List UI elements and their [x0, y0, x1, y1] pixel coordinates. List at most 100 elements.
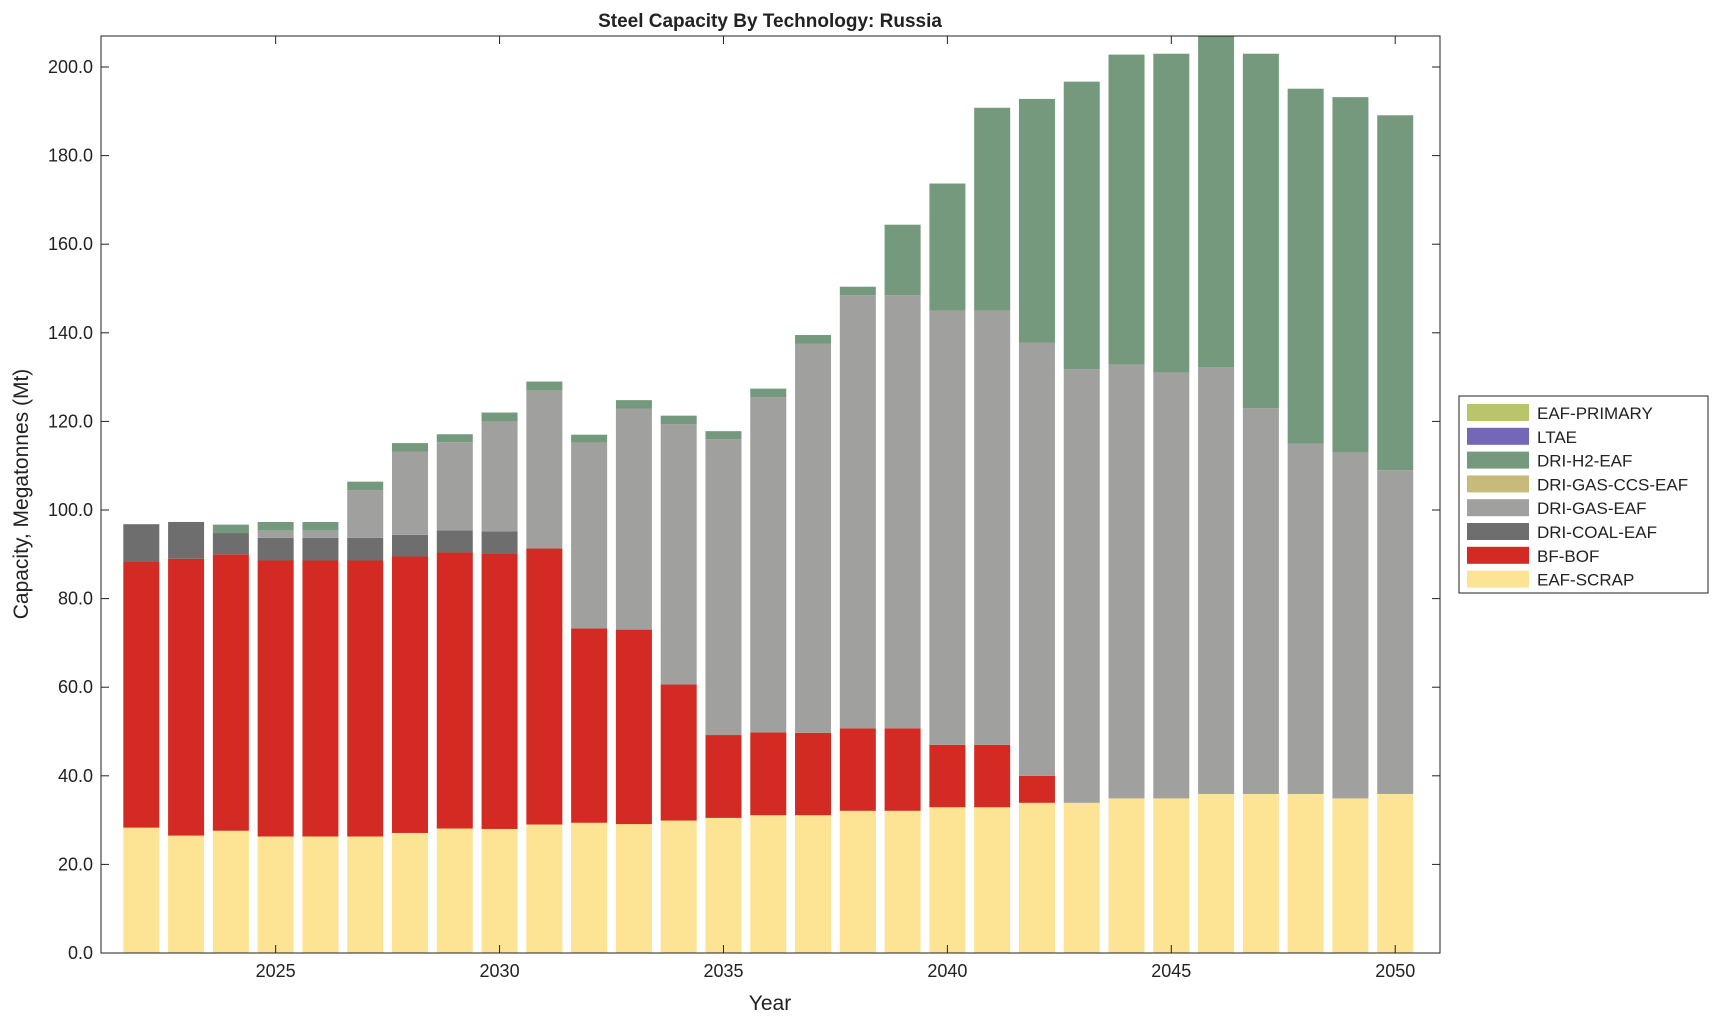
bar-eaf-scrap-2041	[974, 807, 1011, 953]
legend-swatch-eaf-primary	[1467, 404, 1529, 421]
bar-eaf-scrap-2036	[750, 815, 787, 953]
legend-swatch-dri-gas-ccs-eaf	[1467, 475, 1529, 493]
bar-dri-coal-eaf-2025	[257, 537, 294, 561]
x-tick-label: 2035	[703, 961, 743, 981]
legend-label-eaf-primary: EAF-PRIMARY	[1537, 404, 1653, 423]
bar-dri-h2-eaf-2038	[839, 286, 876, 296]
y-tick-label: 40.0	[58, 766, 93, 786]
legend-swatch-bf-bof	[1467, 546, 1529, 564]
plot-frame	[100, 35, 1441, 954]
bar-dri-gas-eaf-2041	[974, 310, 1011, 745]
bar-dri-h2-eaf-2031	[526, 381, 563, 391]
bar-dri-gas-eaf-2026	[302, 530, 339, 538]
bar-eaf-scrap-2046	[1198, 793, 1235, 953]
bar-dri-coal-eaf-2023	[168, 521, 205, 559]
bar-dri-coal-eaf-2028	[392, 534, 428, 557]
bar-dri-gas-eaf-2050	[1377, 470, 1414, 794]
legend-swatch-eaf-scrap	[1467, 570, 1529, 588]
y-tick-label: 120.0	[48, 411, 93, 431]
y-tick-label: 0.0	[68, 943, 93, 963]
bar-dri-h2-eaf-2046	[1198, 36, 1235, 368]
bar-eaf-scrap-2025	[257, 836, 294, 953]
bar-bf-bof-2037	[795, 732, 832, 816]
bar-eaf-scrap-2049	[1332, 798, 1369, 953]
bar-dri-h2-eaf-2033	[615, 400, 652, 409]
bar-eaf-scrap-2040	[929, 807, 966, 953]
bar-bf-bof-2027	[347, 560, 384, 837]
bar-bf-bof-2030	[481, 553, 518, 829]
bar-dri-gas-eaf-2033	[615, 408, 652, 630]
bar-dri-gas-eaf-2025	[257, 530, 294, 538]
bar-bf-bof-2036	[750, 732, 787, 816]
bar-eaf-scrap-2035	[705, 817, 742, 953]
bar-eaf-scrap-2048	[1287, 793, 1324, 953]
bar-dri-coal-eaf-2022	[123, 524, 160, 562]
bar-dri-h2-eaf-2042	[1018, 98, 1055, 343]
bar-eaf-scrap-2023	[168, 835, 205, 953]
legend-swatch-dri-coal-eaf	[1467, 523, 1529, 540]
bar-dri-gas-eaf-2046	[1198, 367, 1235, 794]
bar-dri-gas-eaf-2037	[795, 343, 832, 733]
legend-swatch-dri-h2-eaf	[1467, 451, 1529, 469]
x-tick-label: 2030	[480, 961, 520, 981]
bar-dri-gas-eaf-2032	[571, 442, 608, 629]
bar-dri-h2-eaf-2035	[705, 431, 742, 440]
y-tick-label: 140.0	[48, 323, 93, 343]
bar-bf-bof-2025	[257, 560, 294, 837]
legend-label-dri-gas-ccs-eaf: DRI-GAS-CCS-EAF	[1537, 475, 1688, 494]
bar-bf-bof-2033	[615, 629, 652, 825]
y-tick-label: 200.0	[48, 57, 93, 77]
bar-dri-gas-eaf-2030	[481, 421, 518, 532]
bar-eaf-scrap-2029	[436, 828, 473, 953]
x-tick-label: 2025	[256, 961, 296, 981]
bar-dri-h2-eaf-2037	[795, 335, 832, 344]
bar-eaf-scrap-2033	[615, 824, 652, 953]
bar-dri-h2-eaf-2028	[392, 443, 428, 452]
x-tick-label: 2050	[1375, 961, 1415, 981]
x-tick-label: 2045	[1151, 961, 1191, 981]
bar-eaf-scrap-2039	[884, 810, 921, 953]
bar-dri-coal-eaf-2024	[212, 533, 249, 555]
y-tick-label: 60.0	[58, 677, 93, 697]
bar-dri-gas-eaf-2047	[1242, 408, 1279, 794]
bar-dri-gas-eaf-2049	[1332, 452, 1369, 799]
bar-eaf-scrap-2037	[795, 815, 832, 953]
bar-dri-h2-eaf-2045	[1153, 53, 1190, 373]
bar-eaf-scrap-2042	[1018, 802, 1055, 953]
bar-dri-gas-eaf-2048	[1287, 443, 1324, 794]
bar-bf-bof-2022	[123, 561, 160, 828]
bar-dri-h2-eaf-2044	[1108, 54, 1145, 365]
bar-eaf-scrap-2031	[526, 824, 563, 953]
bar-eaf-scrap-2028	[392, 832, 428, 953]
legend-label-dri-coal-eaf: DRI-COAL-EAF	[1537, 523, 1657, 542]
bar-dri-h2-eaf-2029	[436, 434, 473, 443]
legend-swatch-dri-gas-eaf	[1467, 499, 1529, 517]
chart-title: Steel Capacity By Technology: Russia	[598, 11, 942, 32]
y-tick-label: 20.0	[58, 854, 93, 874]
bar-bf-bof-2024	[212, 554, 249, 831]
bar-dri-gas-eaf-2038	[839, 295, 876, 729]
bar-bf-bof-2035	[705, 735, 742, 818]
bar-dri-h2-eaf-2034	[660, 415, 697, 425]
y-tick-label: 160.0	[48, 234, 93, 254]
bar-bf-bof-2029	[436, 552, 473, 829]
bar-bf-bof-2023	[168, 558, 205, 836]
bar-eaf-scrap-2047	[1242, 793, 1279, 953]
bar-dri-gas-eaf-2031	[526, 390, 563, 549]
y-axis-label: Capacity, Megatonnes (Mt)	[10, 369, 33, 620]
bar-bf-bof-2032	[571, 628, 608, 823]
bar-dri-coal-eaf-2029	[436, 530, 473, 553]
bar-bf-bof-2041	[974, 744, 1011, 808]
y-tick-label: 180.0	[48, 146, 93, 166]
bar-dri-h2-eaf-2048	[1287, 88, 1324, 444]
legend-swatch-ltae	[1467, 427, 1529, 445]
bar-eaf-scrap-2027	[347, 836, 384, 953]
bar-dri-gas-eaf-2034	[660, 424, 697, 685]
bar-dri-h2-eaf-2032	[571, 434, 608, 443]
bar-eaf-scrap-2030	[481, 828, 518, 953]
bar-dri-h2-eaf-2027	[347, 481, 384, 491]
bar-dri-gas-eaf-2039	[884, 295, 921, 729]
legend-label-ltae: LTAE	[1537, 428, 1577, 447]
bar-eaf-scrap-2045	[1153, 798, 1190, 953]
legend-label-dri-gas-eaf: DRI-GAS-EAF	[1537, 499, 1647, 518]
